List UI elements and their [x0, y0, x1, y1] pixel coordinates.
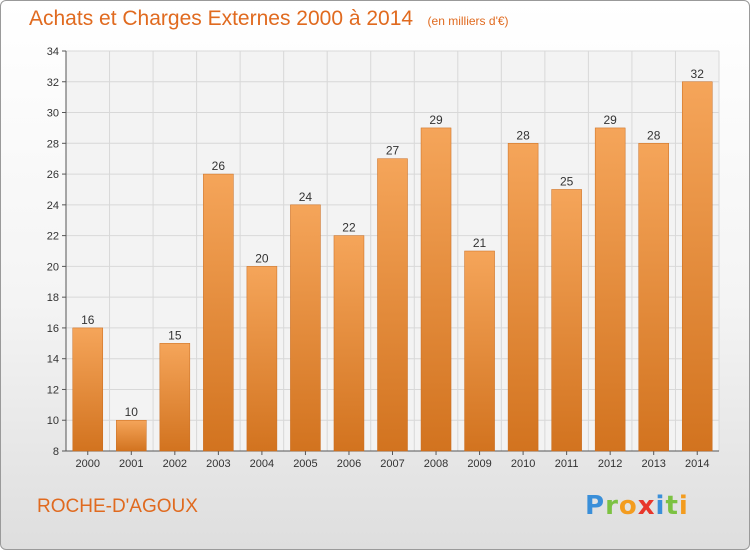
bar-layer — [72, 81, 713, 452]
data-label-2001: 10 — [125, 405, 139, 419]
data-label-2004: 20 — [255, 251, 269, 265]
data-label-2010: 28 — [516, 128, 530, 142]
logo-letter: i — [678, 491, 689, 521]
bar-2001 — [116, 419, 147, 452]
x-tick-label-2004: 2004 — [250, 458, 274, 470]
chart-title: Achats et Charges Externes 2000 à 2014 — [29, 7, 414, 30]
y-tick-label: 22 — [47, 231, 59, 243]
x-tick-label-2000: 2000 — [76, 458, 100, 470]
y-tick-label: 26 — [47, 169, 59, 181]
bar-2005 — [290, 204, 321, 452]
y-tick-label: 28 — [47, 138, 59, 150]
bar-2008 — [420, 127, 452, 452]
x-tick-label-2007: 2007 — [380, 458, 404, 470]
bar-2014 — [681, 81, 713, 452]
y-tick-label: 34 — [47, 46, 59, 58]
y-tick-label: 10 — [47, 415, 59, 427]
x-tick-label-2009: 2009 — [467, 458, 491, 470]
bar-2000 — [72, 327, 104, 452]
data-label-2002: 15 — [168, 328, 182, 342]
bar-2006 — [333, 235, 365, 452]
bar-2011 — [551, 189, 582, 452]
data-label-2014: 32 — [691, 67, 705, 81]
x-tick-label-2002: 2002 — [163, 458, 187, 470]
bar-2012 — [594, 127, 626, 452]
logo-letter: x — [637, 491, 656, 521]
y-tick-label: 14 — [47, 354, 59, 366]
bar-2004 — [246, 266, 278, 452]
y-tick-label: 24 — [47, 200, 59, 212]
y-tick-label: 12 — [47, 384, 59, 396]
y-tick-label: 8 — [53, 446, 59, 458]
y-tick-label: 32 — [47, 77, 59, 89]
y-tick-label: 16 — [47, 323, 59, 335]
x-tick-label-2010: 2010 — [511, 458, 535, 470]
bar-2003 — [203, 173, 234, 452]
chart-subtitle: (en milliers d'€) — [427, 14, 509, 28]
bar-2013 — [638, 143, 669, 452]
data-label-2008: 29 — [429, 113, 443, 127]
x-tick-label-2011: 2011 — [555, 458, 579, 470]
y-tick-label: 20 — [47, 261, 59, 273]
bar-2009 — [464, 250, 495, 452]
data-label-2000: 16 — [81, 313, 95, 327]
logo-letter: P — [585, 491, 606, 521]
title-row: Achats et Charges Externes 2000 à 2014 (… — [29, 7, 509, 31]
x-tick-label-2013: 2013 — [641, 458, 665, 470]
data-label-2013: 28 — [647, 128, 661, 142]
x-tick-label-2001: 2001 — [119, 458, 143, 470]
data-label-2009: 21 — [473, 236, 487, 250]
bar-2007 — [377, 158, 408, 452]
x-tick-label-2008: 2008 — [424, 458, 448, 470]
data-label-2005: 24 — [299, 190, 313, 204]
data-label-2012: 29 — [603, 113, 617, 127]
axis-layer: 8 10 12 14 16 18 20 22 24 26 28 30 32 34 2000 2001 2002 2… — [47, 46, 719, 470]
x-tick-label-2014: 2014 — [685, 458, 709, 470]
x-tick-label-2003: 2003 — [206, 458, 230, 470]
logo-letter: t — [665, 491, 679, 521]
label-layer: 16 10 15 26 20 24 22 27 29 21 28 25 29 28 32 — [81, 67, 704, 419]
y-tick-label: 30 — [47, 108, 59, 120]
logo-letter: r — [605, 491, 619, 521]
x-tick-label-2006: 2006 — [337, 458, 361, 470]
proxiti-logo: Proxiti — [585, 491, 689, 521]
data-label-2011: 25 — [560, 174, 574, 188]
y-tick-label: 18 — [47, 292, 59, 304]
place-name: ROCHE-D'AGOUX — [37, 496, 198, 517]
data-label-2006: 22 — [342, 221, 356, 235]
data-label-2003: 26 — [212, 159, 226, 173]
x-tick-label-2012: 2012 — [598, 458, 622, 470]
logo-letter: o — [618, 491, 638, 521]
bar-2002 — [159, 343, 191, 452]
logo-letter: i — [655, 491, 666, 521]
data-label-2007: 27 — [386, 144, 400, 158]
bar-2010 — [507, 143, 539, 452]
x-tick-label-2005: 2005 — [293, 458, 317, 470]
